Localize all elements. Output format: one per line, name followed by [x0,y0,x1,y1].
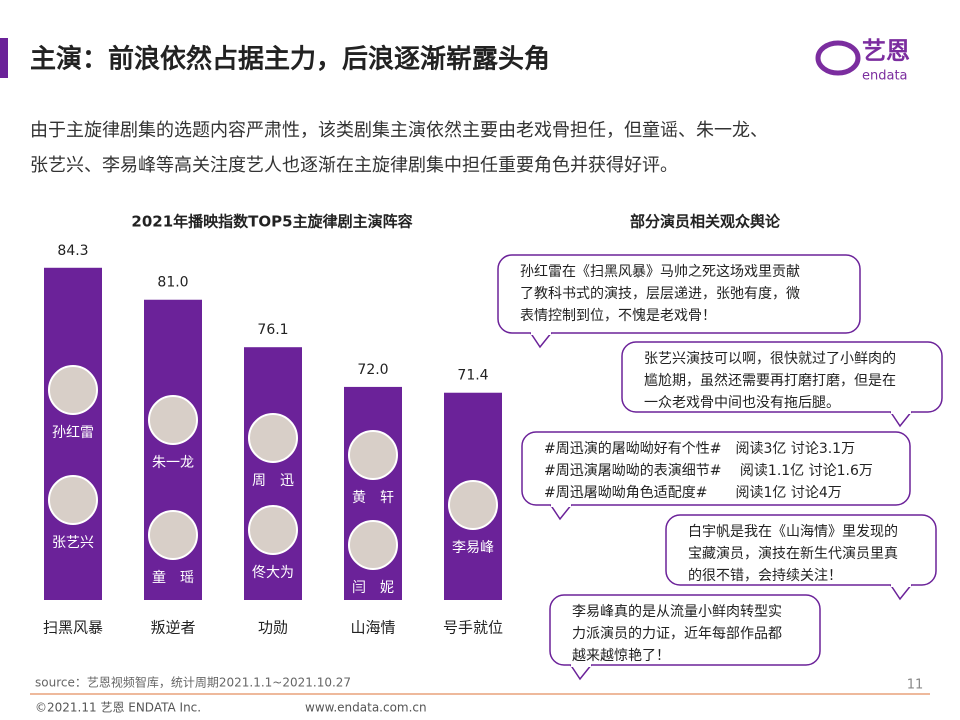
x-tick-label: 山海情 [350,619,395,637]
source: source：艺恩视频智库，统计周期2021.1.1~2021.10.27 [35,675,351,690]
comment-line: #周迅演屠呦呦的表演细节# 阅读1.1亿 讨论1.6万 [544,462,873,479]
actor-name: 童 瑶 [152,569,194,586]
x-tick-label: 号手就位 [443,619,503,637]
value-label: 71.4 [457,368,488,384]
title-accent [0,38,8,78]
comment-line: 越来越惊艳了！ [572,648,670,664]
logo-mark [815,40,861,76]
intro-line: 张艺兴、李易峰等高关注度艺人也逐渐在主旋律剧集中担任重要角色并获得好评。 [30,155,678,176]
bubble-tail [549,503,573,521]
comment-line: 的很不错，会持续关注！ [688,567,842,584]
page-number: 11 [907,678,924,693]
actor-name: 孙红雷 [52,425,94,441]
comment-line: 力派演员的力证，近年每部作品都 [572,626,782,642]
actor-photo [48,475,98,525]
actor-name: 周 迅 [252,473,294,489]
bubble-tail [529,331,553,349]
actor-photo [248,413,298,463]
comment-line: #周迅演的屠呦呦好有个性# 阅读3亿 讨论3.1万 [544,440,855,457]
tail-cover [531,330,551,335]
value-label: 84.3 [57,243,88,259]
comment-line: 白宇帆是我在《山海情》里发现的 [688,524,898,540]
bar [44,267,102,600]
actor-photo [248,505,298,555]
actor-photo [148,510,198,560]
tail-cover [551,502,571,507]
actor-photo [148,395,198,445]
comment-line: 张艺兴演技可以啊，很快就过了小鲜肉的 [644,351,896,367]
logo: 艺恩 [862,37,910,65]
actor-photo [348,520,398,570]
comment-bubble [497,254,861,334]
actor-name: 佟大为 [252,565,294,581]
value-label: 76.1 [257,322,288,338]
actor-name: 黄 轩 [352,489,394,506]
tail-cover [891,582,911,587]
comment-line: 李易峰真的是从流量小鲜肉转型实 [572,604,782,620]
comment-bubble [621,341,943,413]
comment-bubble [521,431,911,506]
tail-cover [571,662,591,667]
comment-bubble [549,594,821,666]
chart-title: 2021年播映指数TOP5主旋律剧主演阵容 [131,213,412,231]
actor-photo [448,480,498,530]
bubble-tail [889,410,913,428]
slide-title: 主演：前浪依然占据主力，后浪逐渐崭露头角 [30,44,550,75]
copyright: ©2021.11 艺恩 ENDATA Inc. [35,701,201,715]
tail-cover [891,409,911,414]
x-tick-label: 功勋 [258,619,288,637]
comment-bubble [665,514,937,586]
logo-sub: endata [862,69,908,84]
actor-name: 张艺兴 [52,535,94,551]
value-label: 81.0 [157,275,188,291]
comment-line: 孙红雷在《扫黑风暴》马帅之死这场戏里贡献 [520,263,800,280]
actor-name: 李易峰 [452,540,494,556]
x-tick-label: 叛逆者 [150,619,195,637]
actor-name: 朱一龙 [152,455,194,471]
intro-line: 由于主旋律剧集的选题内容严肃性，该类剧集主演依然主要由老戏骨担任，但童谣、朱一龙… [30,120,768,141]
x-tick-label: 扫黑风暴 [43,619,103,637]
comments-title: 部分演员相关观众舆论 [630,213,781,231]
url: www.endata.com.cn [305,701,427,715]
comment-line: 宝藏演员，演技在新生代演员里真 [688,546,898,562]
actor-photo [48,365,98,415]
bar [244,347,302,600]
comment-line: 了教科书式的演技，层层递进，张弛有度，微 [520,286,800,302]
comment-line: 尴尬期，虽然还需要再打磨打磨，但是在 [644,372,896,389]
comment-line: 一众老戏骨中间也没有拖后腿。 [644,395,840,411]
value-label: 72.0 [357,362,388,378]
comment-line: 表情控制到位，不愧是老戏骨！ [520,308,716,324]
bubble-tail [569,663,593,681]
actor-name: 闫 妮 [352,580,394,596]
bubble-tail [889,583,913,601]
comment-line: #周迅屠呦呦角色适配度# 阅读1亿 讨论4万 [544,484,842,501]
actor-photo [348,430,398,480]
